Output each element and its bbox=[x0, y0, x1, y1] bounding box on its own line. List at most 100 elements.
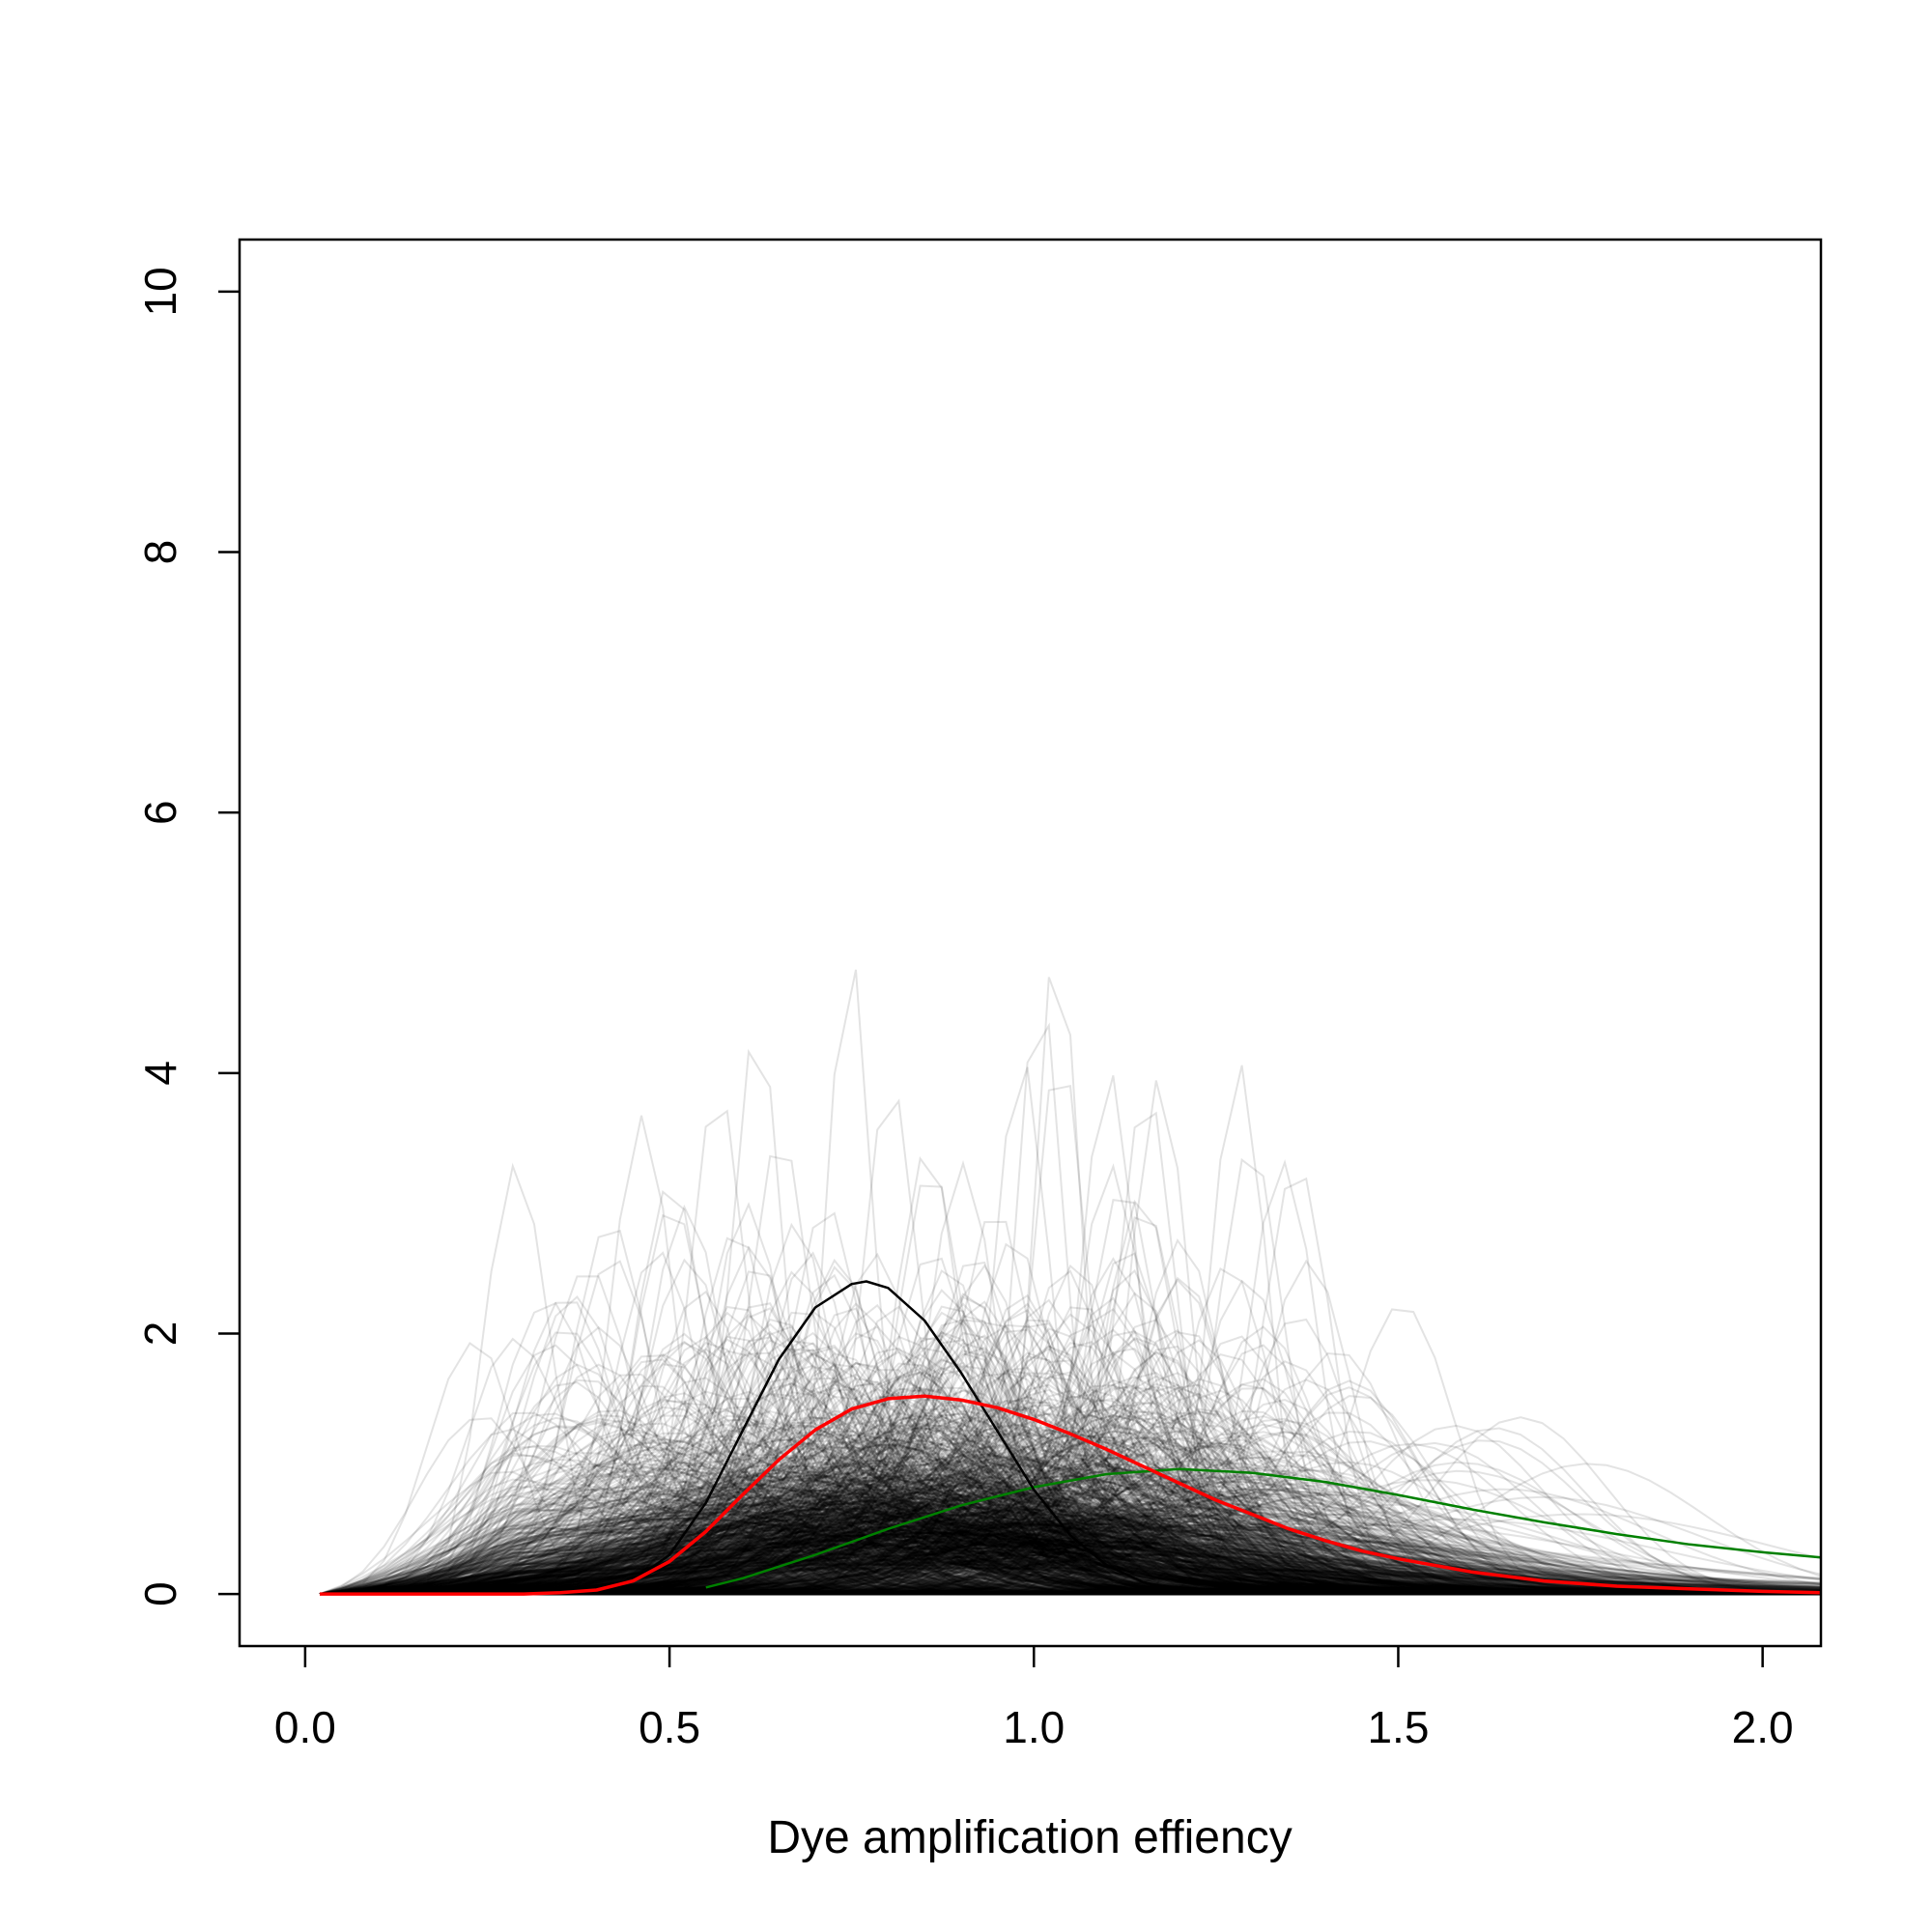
background-density-curve bbox=[320, 1463, 1821, 1596]
background-density-curve bbox=[320, 1485, 1821, 1596]
background-density-curve bbox=[319, 1525, 1821, 1596]
background-density-curve bbox=[319, 1492, 1821, 1596]
background-density-curve bbox=[320, 1481, 1821, 1596]
background-density-curve bbox=[320, 1417, 1821, 1596]
background-density-curve bbox=[320, 1436, 1821, 1596]
background-density-curve bbox=[320, 1468, 1821, 1596]
background-density-curve bbox=[320, 1463, 1821, 1596]
background-density-curve bbox=[320, 1412, 1821, 1596]
background-density-curve bbox=[320, 1383, 1821, 1596]
background-density-curve bbox=[319, 1520, 1821, 1596]
background-density-curve bbox=[320, 1405, 1821, 1596]
background-density-curve bbox=[320, 1437, 1821, 1596]
background-density-curve bbox=[319, 1537, 1821, 1596]
background-density-curve bbox=[319, 1495, 1821, 1596]
background-density-curve bbox=[320, 1407, 1821, 1596]
background-density-curve bbox=[319, 1490, 1821, 1596]
background-density-curve bbox=[320, 1245, 1821, 1596]
background-density-curve bbox=[320, 1386, 1821, 1596]
background-density-curve bbox=[319, 1538, 1821, 1596]
background-density-curve bbox=[319, 1518, 1821, 1596]
background-density-curve bbox=[320, 1426, 1821, 1596]
background-density-curve bbox=[320, 1348, 1821, 1596]
background-density-curve bbox=[319, 1472, 1821, 1596]
background-density-curve bbox=[319, 1531, 1821, 1596]
background-density-curve bbox=[319, 1487, 1821, 1596]
x-tick-label: 0.0 bbox=[274, 1702, 336, 1752]
background-density-curve bbox=[320, 1437, 1821, 1596]
background-density-curve bbox=[320, 1450, 1821, 1596]
background-density-curve bbox=[320, 1506, 1821, 1596]
background-density-curve bbox=[320, 1497, 1821, 1596]
background-density-curve bbox=[320, 1464, 1821, 1596]
background-density-curve bbox=[320, 1424, 1821, 1596]
background-density-curve bbox=[319, 1528, 1821, 1596]
background-density-curve bbox=[319, 1498, 1821, 1596]
background-density-curve bbox=[320, 1462, 1821, 1596]
background-density-curve bbox=[319, 1473, 1821, 1596]
background-density-curve bbox=[319, 1531, 1821, 1596]
background-density-curve bbox=[320, 1458, 1821, 1596]
background-density-curve bbox=[319, 1478, 1821, 1596]
background-density-curve bbox=[320, 1422, 1821, 1596]
background-density-curve bbox=[319, 1535, 1821, 1596]
background-density-curve bbox=[320, 1456, 1821, 1596]
background-density-curve bbox=[320, 1378, 1821, 1596]
background-density-curve bbox=[320, 1332, 1821, 1596]
background-density-curves bbox=[319, 969, 1821, 1596]
x-tick-label: 1.0 bbox=[1003, 1702, 1065, 1752]
background-density-curve bbox=[319, 1553, 1821, 1596]
background-density-curve bbox=[319, 1479, 1821, 1596]
background-density-curve bbox=[320, 1202, 1821, 1596]
background-density-curve bbox=[320, 1268, 1821, 1596]
background-density-curve bbox=[319, 1507, 1821, 1596]
background-density-curve bbox=[320, 1456, 1821, 1596]
background-density-curve bbox=[320, 1220, 1821, 1596]
background-density-curve bbox=[320, 1354, 1821, 1596]
background-density-curve bbox=[320, 1376, 1821, 1596]
background-density-curve bbox=[320, 1439, 1821, 1596]
background-density-curve bbox=[320, 1401, 1821, 1596]
background-density-curve bbox=[319, 1530, 1821, 1596]
background-density-curve bbox=[319, 1462, 1821, 1596]
background-density-curve bbox=[319, 1544, 1821, 1596]
background-density-curve bbox=[319, 1491, 1821, 1596]
background-density-curve bbox=[320, 1491, 1821, 1596]
background-density-curve bbox=[320, 1471, 1821, 1596]
background-density-curve bbox=[320, 1486, 1821, 1596]
background-density-curve bbox=[320, 1455, 1821, 1596]
background-density-curve bbox=[319, 1489, 1821, 1596]
background-density-curve bbox=[320, 1361, 1821, 1596]
background-density-curve bbox=[320, 1323, 1821, 1596]
background-density-curve bbox=[319, 1471, 1821, 1596]
background-density-curve bbox=[320, 1388, 1821, 1596]
background-density-curve bbox=[319, 1513, 1821, 1596]
background-density-curve bbox=[320, 1494, 1821, 1596]
background-density-curve bbox=[320, 1522, 1821, 1596]
background-density-curve bbox=[320, 1442, 1821, 1596]
background-density-curve bbox=[320, 1412, 1821, 1596]
background-density-curve bbox=[320, 1311, 1821, 1596]
background-density-curve bbox=[320, 1430, 1821, 1596]
background-density-curve bbox=[319, 1483, 1821, 1596]
background-density-curve bbox=[319, 1525, 1821, 1596]
background-density-curve bbox=[320, 1464, 1821, 1596]
background-density-curve bbox=[320, 1439, 1821, 1596]
background-density-curve bbox=[319, 1544, 1821, 1596]
background-density-curve bbox=[320, 1503, 1821, 1596]
x-tick-label: 0.5 bbox=[639, 1702, 700, 1752]
background-density-curve bbox=[319, 1519, 1821, 1596]
background-density-curve bbox=[320, 1404, 1821, 1596]
background-density-curve bbox=[320, 1331, 1821, 1596]
background-density-curve bbox=[319, 1533, 1821, 1596]
background-density-curve bbox=[319, 1483, 1821, 1596]
background-density-curve bbox=[320, 1476, 1821, 1596]
background-density-curve bbox=[320, 1407, 1821, 1596]
background-density-curve bbox=[320, 1075, 1821, 1596]
background-density-curve bbox=[319, 1510, 1821, 1596]
background-density-curve bbox=[320, 1444, 1821, 1596]
background-density-curve bbox=[320, 1442, 1821, 1596]
background-density-curve bbox=[319, 1476, 1821, 1596]
background-density-curve bbox=[319, 1493, 1821, 1596]
background-density-curve bbox=[320, 1399, 1821, 1596]
